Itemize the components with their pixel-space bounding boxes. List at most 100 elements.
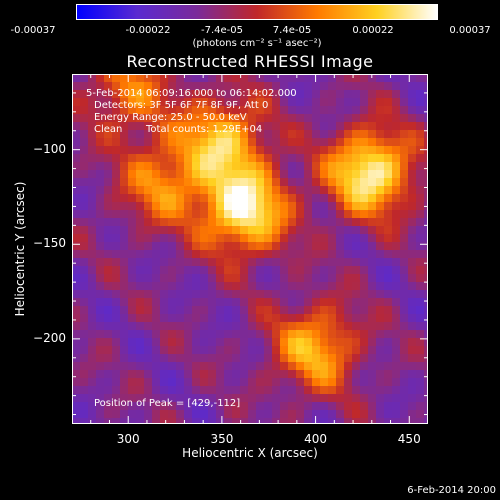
heatmap-cell bbox=[192, 194, 200, 202]
heatmap-cell bbox=[416, 418, 424, 424]
heatmap-cell bbox=[144, 266, 152, 274]
heatmap-cell bbox=[80, 314, 88, 322]
heatmap-cell bbox=[296, 298, 304, 306]
heatmap-cell bbox=[304, 410, 312, 418]
heatmap-cell bbox=[368, 106, 376, 114]
heatmap-cell bbox=[280, 258, 288, 266]
heatmap-cell bbox=[352, 170, 360, 178]
heatmap-cell bbox=[264, 418, 272, 424]
heatmap-cell bbox=[104, 322, 112, 330]
heatmap-cell bbox=[200, 122, 208, 130]
heatmap-cell bbox=[240, 338, 248, 346]
heatmap-cell bbox=[200, 274, 208, 282]
heatmap-cell bbox=[144, 330, 152, 338]
heatmap-cell bbox=[288, 282, 296, 290]
heatmap-cell bbox=[320, 122, 328, 130]
heatmap-cell bbox=[136, 282, 144, 290]
heatmap-cell bbox=[328, 82, 336, 90]
heatmap-cell bbox=[328, 250, 336, 258]
heatmap-cell bbox=[336, 394, 344, 402]
heatmap-cell bbox=[400, 394, 408, 402]
heatmap-cell bbox=[328, 386, 336, 394]
heatmap-cell bbox=[392, 114, 400, 122]
heatmap-cell bbox=[104, 362, 112, 370]
heatmap-cell bbox=[176, 370, 184, 378]
heatmap-cell bbox=[104, 266, 112, 274]
heatmap-cell bbox=[232, 346, 240, 354]
heatmap-cell bbox=[288, 186, 296, 194]
heatmap-cell bbox=[224, 298, 232, 306]
heatmap-cell bbox=[368, 386, 376, 394]
heatmap-cell bbox=[240, 74, 248, 82]
heatmap-cell bbox=[352, 194, 360, 202]
heatmap-cell bbox=[120, 90, 128, 98]
heatmap-cell bbox=[224, 178, 232, 186]
heatmap-cell bbox=[216, 290, 224, 298]
heatmap-cell bbox=[200, 82, 208, 90]
heatmap-cell bbox=[104, 98, 112, 106]
heatmap-cell bbox=[264, 82, 272, 90]
heatmap-cell bbox=[184, 266, 192, 274]
heatmap-cell bbox=[192, 114, 200, 122]
heatmap-cell bbox=[400, 210, 408, 218]
heatmap-cell bbox=[384, 274, 392, 282]
heatmap-cell bbox=[296, 322, 304, 330]
heatmap-cell bbox=[120, 226, 128, 234]
heatmap-cell bbox=[360, 202, 368, 210]
heatmap-cell bbox=[416, 74, 424, 82]
heatmap-cell bbox=[256, 146, 264, 154]
heatmap-cell bbox=[408, 130, 416, 138]
heatmap-cell bbox=[312, 370, 320, 378]
heatmap-cell bbox=[256, 82, 264, 90]
total-counts-annotation: Total counts: 1.29E+04 bbox=[146, 124, 263, 135]
heatmap-cell bbox=[112, 98, 120, 106]
heatmap-cell bbox=[240, 322, 248, 330]
heatmap-cell bbox=[224, 170, 232, 178]
heatmap-cell bbox=[400, 362, 408, 370]
heatmap-cell bbox=[144, 250, 152, 258]
heatmap-cell bbox=[240, 402, 248, 410]
heatmap-cell bbox=[248, 106, 256, 114]
heatmap-cell bbox=[288, 170, 296, 178]
heatmap-cell bbox=[256, 386, 264, 394]
heatmap-cell bbox=[360, 130, 368, 138]
heatmap-cell bbox=[240, 130, 248, 138]
heatmap-cell bbox=[152, 386, 160, 394]
heatmap-cell bbox=[240, 394, 248, 402]
heatmap-cell bbox=[408, 362, 416, 370]
heatmap-cell bbox=[168, 402, 176, 410]
heatmap-cell bbox=[368, 274, 376, 282]
heatmap-cell bbox=[80, 290, 88, 298]
heatmap-cell bbox=[144, 82, 152, 90]
heatmap-cell bbox=[104, 170, 112, 178]
heatmap-cell bbox=[384, 266, 392, 274]
heatmap-cell bbox=[416, 114, 424, 122]
heatmap-cell bbox=[352, 330, 360, 338]
heatmap-cell bbox=[232, 114, 240, 122]
heatmap-cell bbox=[368, 186, 376, 194]
heatmap-cell bbox=[144, 162, 152, 170]
heatmap-cell bbox=[128, 418, 136, 424]
heatmap-cell bbox=[224, 162, 232, 170]
heatmap-cell bbox=[360, 122, 368, 130]
heatmap-cell bbox=[400, 322, 408, 330]
heatmap-cell bbox=[224, 114, 232, 122]
heatmap-cell bbox=[280, 90, 288, 98]
heatmap-cell bbox=[160, 138, 168, 146]
heatmap-cell bbox=[288, 114, 296, 122]
heatmap-cell bbox=[240, 154, 248, 162]
heatmap-cell bbox=[96, 258, 104, 266]
heatmap-cell bbox=[112, 210, 120, 218]
heatmap-cell bbox=[80, 410, 88, 418]
heatmap-cell bbox=[120, 178, 128, 186]
heatmap-cell bbox=[392, 210, 400, 218]
heatmap-cell bbox=[176, 202, 184, 210]
heatmap-cell bbox=[136, 194, 144, 202]
heatmap-cell bbox=[288, 386, 296, 394]
heatmap-cell bbox=[296, 146, 304, 154]
heatmap-cell bbox=[416, 202, 424, 210]
heatmap-cell bbox=[152, 122, 160, 130]
heatmap-cell bbox=[368, 202, 376, 210]
heatmap-cell bbox=[304, 394, 312, 402]
heatmap-cell bbox=[192, 162, 200, 170]
